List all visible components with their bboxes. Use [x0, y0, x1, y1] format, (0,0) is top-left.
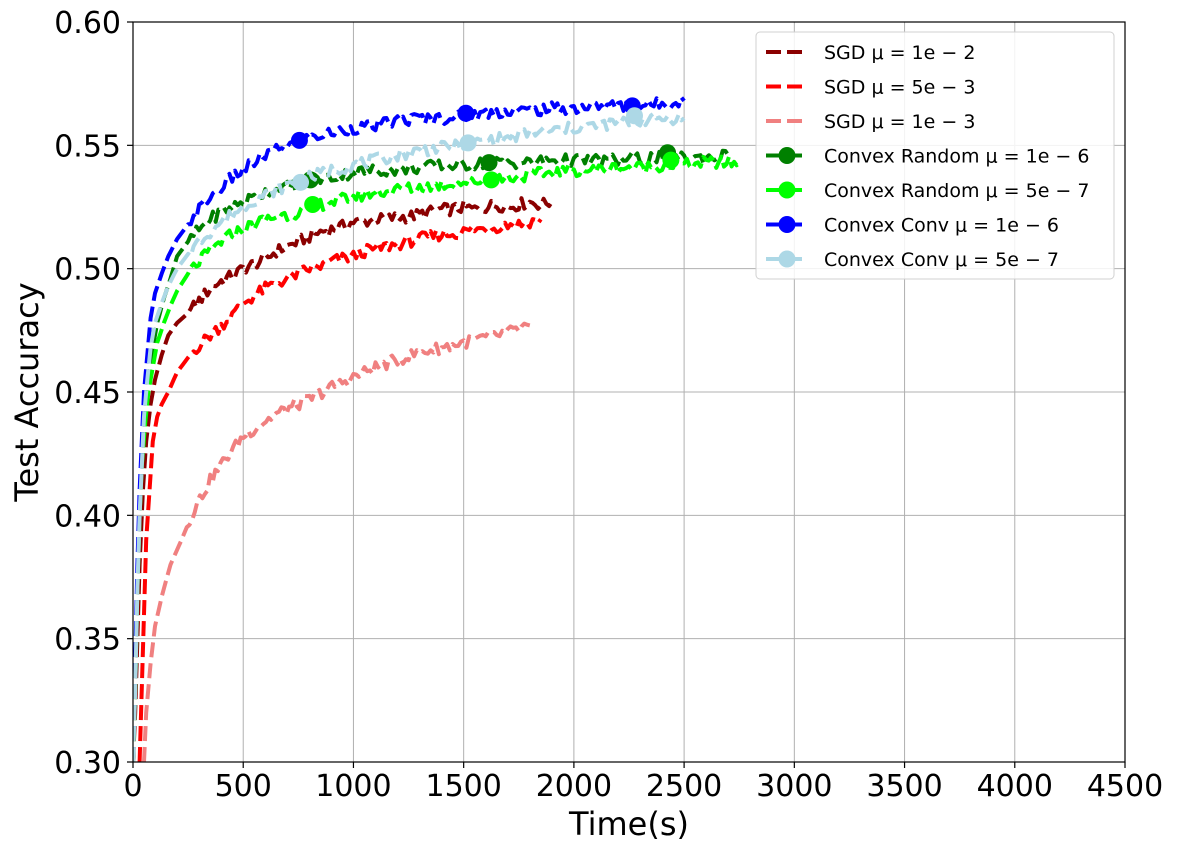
x-tick-label: 1000 [315, 769, 391, 804]
series-marker [662, 151, 680, 169]
x-tick-label: 1500 [425, 769, 501, 804]
legend-entry: SGD μ = 5e − 3 [824, 77, 975, 99]
series-line [142, 321, 531, 762]
legend-marker [778, 181, 796, 199]
legend-box [755, 31, 1115, 280]
series-marker [626, 107, 644, 125]
legend-marker [778, 250, 796, 268]
x-axis-ticks: 0 500 1000 1500 2000 2500 3000 3500 4000 4500 [123, 762, 1163, 804]
series-marker [304, 196, 322, 214]
y-tick-label: 0.55 [54, 129, 121, 164]
series-line [133, 95, 686, 762]
series-line [133, 111, 686, 762]
series-marker [292, 173, 310, 191]
y-tick-label: 0.60 [54, 6, 121, 41]
legend-marker [778, 147, 796, 164]
series-marker [290, 131, 308, 149]
x-tick-label: 3000 [756, 769, 832, 804]
x-tick-label: 500 [215, 769, 272, 804]
legend-entry: SGD μ = 1e − 2 [824, 42, 975, 64]
y-tick-label: 0.50 [54, 253, 121, 288]
legend-entry: Convex Random μ = 5e − 7 [824, 180, 1089, 202]
x-tick-label: 4000 [977, 769, 1053, 804]
legend-entry: Convex Conv μ = 1e − 6 [824, 215, 1059, 237]
y-tick-label: 0.35 [54, 623, 121, 658]
y-axis-ticks: 0.30 0.35 0.40 0.45 0.50 0.55 0.60 [54, 6, 133, 781]
x-tick-label: 2500 [646, 769, 722, 804]
y-tick-label: 0.40 [54, 499, 121, 534]
x-tick-label: 3500 [866, 769, 942, 804]
series-marker [459, 134, 477, 152]
legend: SGD μ = 1e − 2 SGD μ = 5e − 3 SGD μ = 1e −… [755, 31, 1115, 280]
legend-entry: SGD μ = 1e − 3 [824, 111, 975, 133]
y-tick-label: 0.30 [54, 746, 121, 781]
series-line [133, 154, 741, 762]
x-tick-label: 2000 [536, 769, 612, 804]
legend-entry: Convex Conv μ = 5e − 7 [824, 249, 1059, 271]
series-line [133, 148, 730, 762]
series-marker [457, 104, 475, 122]
series-marker [482, 171, 500, 189]
y-axis-label: Test Accuracy [8, 282, 46, 502]
x-tick-label: 0 [123, 769, 142, 804]
x-tick-label: 4500 [1087, 769, 1163, 804]
plot-area [133, 95, 741, 762]
x-axis-label: Time(s) [568, 805, 689, 843]
y-tick-label: 0.45 [54, 376, 121, 411]
series-marker [480, 154, 498, 172]
legend-entry: Convex Random μ = 1e − 6 [824, 146, 1089, 168]
series-line [133, 196, 554, 762]
series-line [137, 217, 543, 762]
legend-marker [778, 216, 796, 233]
